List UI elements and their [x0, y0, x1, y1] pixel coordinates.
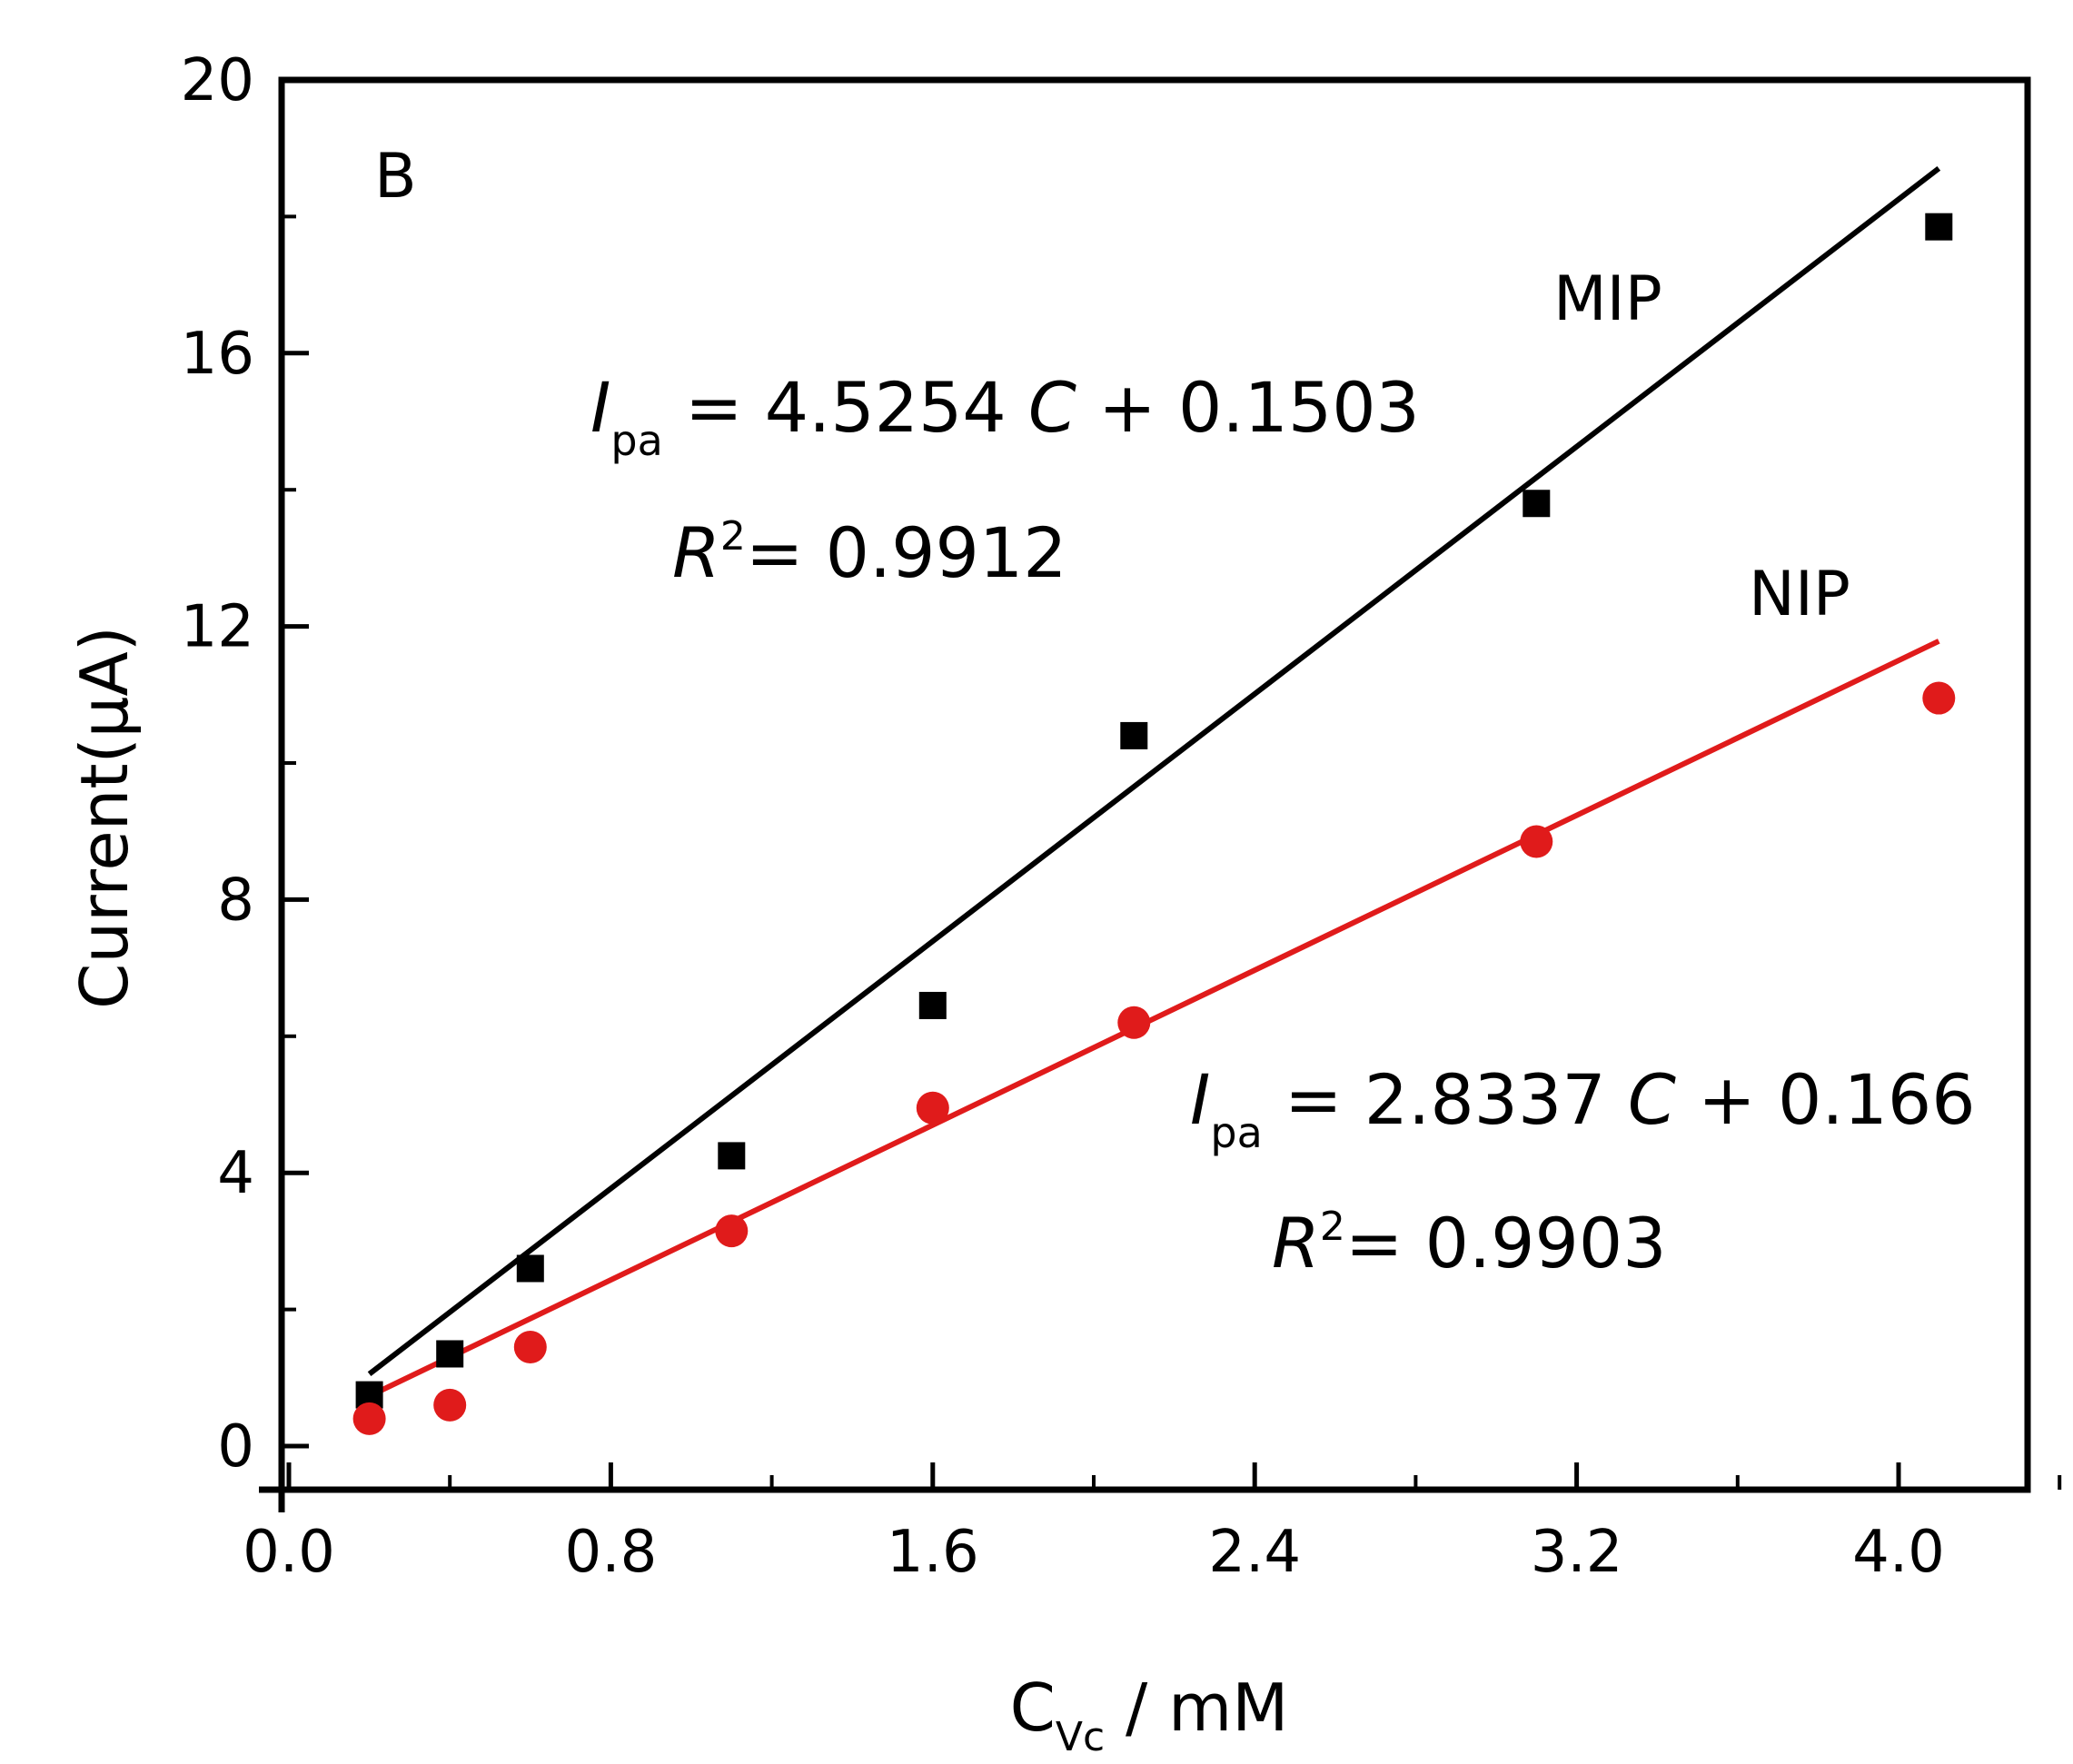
series-label-nip: NIP — [1749, 559, 1850, 630]
nip-r-squared: R2= 0.9903 — [1272, 1203, 1667, 1283]
x-tick-label: 2.4 — [1208, 1519, 1301, 1586]
fit-line-mip — [367, 166, 1941, 1377]
point-mip — [1925, 213, 1953, 241]
point-mip — [436, 1340, 464, 1368]
x-axis-title-main: C — [1010, 1670, 1056, 1746]
point-nip — [433, 1388, 467, 1422]
point-mip — [1120, 721, 1148, 749]
point-nip — [1922, 681, 1956, 715]
x-tick-label: 0.8 — [565, 1519, 658, 1586]
point-nip — [352, 1402, 386, 1435]
y-tick-label: 8 — [217, 867, 254, 934]
fit-lines — [367, 166, 1941, 1399]
point-mip — [718, 1142, 746, 1170]
y-tick-label: 16 — [181, 321, 254, 388]
x-axis-title-rest: / mM — [1105, 1670, 1288, 1746]
point-mip — [918, 991, 947, 1019]
point-nip — [513, 1330, 547, 1363]
point-nip — [1117, 1006, 1151, 1039]
x-tick-label: 1.6 — [887, 1519, 979, 1586]
nip-equation: Ipa = 2.8337 C + 0.166 — [1190, 1059, 1976, 1157]
x-tick-label: 3.2 — [1531, 1519, 1623, 1586]
y-tick-label: 12 — [181, 594, 254, 661]
y-axis-title: Current(μA) — [66, 626, 143, 1009]
point-mip — [516, 1254, 544, 1283]
axes: 0.0 0.8 1.6 2.4 3.2 4.0 0 4 8 12 16 20 — [181, 47, 2062, 1586]
data-points — [352, 213, 1956, 1435]
x-axis-title: CVc / mM — [1010, 1670, 1289, 1760]
point-nip — [1520, 825, 1553, 858]
y-tick-label: 0 — [217, 1413, 254, 1481]
mip-equation: Ipa = 4.5254 C + 0.1503 — [590, 367, 1420, 465]
y-tick-label: 4 — [217, 1140, 254, 1207]
y-tick-label: 20 — [181, 47, 254, 114]
panel-label: B — [374, 141, 417, 213]
x-tick-label: 4.0 — [1852, 1519, 1945, 1586]
fit-line-nip — [368, 639, 1940, 1399]
point-nip — [916, 1091, 949, 1125]
mip-r-squared: R2= 0.9912 — [672, 512, 1067, 593]
point-nip — [715, 1214, 749, 1248]
series-label-mip: MIP — [1553, 263, 1662, 335]
x-axis-title-sub: Vc — [1056, 1714, 1105, 1760]
point-mip — [1523, 490, 1551, 518]
x-tick-label: 0.0 — [243, 1519, 335, 1586]
